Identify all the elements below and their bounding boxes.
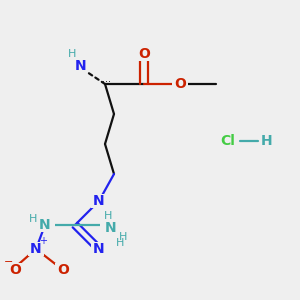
- FancyBboxPatch shape: [136, 47, 152, 61]
- Text: H: H: [119, 232, 127, 242]
- Text: ···: ···: [102, 77, 111, 88]
- Text: N: N: [30, 242, 42, 256]
- FancyBboxPatch shape: [91, 242, 107, 256]
- FancyBboxPatch shape: [91, 194, 107, 208]
- FancyBboxPatch shape: [172, 77, 188, 91]
- Text: N: N: [105, 221, 117, 235]
- FancyBboxPatch shape: [6, 263, 24, 277]
- Text: N: N: [93, 194, 105, 208]
- Text: N: N: [93, 242, 105, 256]
- FancyBboxPatch shape: [35, 218, 55, 232]
- Text: O: O: [9, 263, 21, 277]
- FancyBboxPatch shape: [57, 48, 87, 78]
- FancyBboxPatch shape: [100, 218, 122, 232]
- Text: H: H: [116, 238, 124, 248]
- Text: H: H: [104, 211, 112, 221]
- Text: O: O: [138, 47, 150, 61]
- Text: −: −: [4, 257, 14, 268]
- Text: O: O: [174, 77, 186, 91]
- Text: H: H: [68, 49, 76, 59]
- Text: H: H: [261, 134, 273, 148]
- Text: Cl: Cl: [220, 134, 236, 148]
- Text: N: N: [75, 59, 87, 73]
- Text: N: N: [39, 218, 51, 232]
- FancyBboxPatch shape: [28, 242, 44, 256]
- FancyBboxPatch shape: [55, 263, 71, 277]
- Text: H: H: [29, 214, 37, 224]
- Text: O: O: [57, 263, 69, 277]
- Text: +: +: [40, 236, 47, 247]
